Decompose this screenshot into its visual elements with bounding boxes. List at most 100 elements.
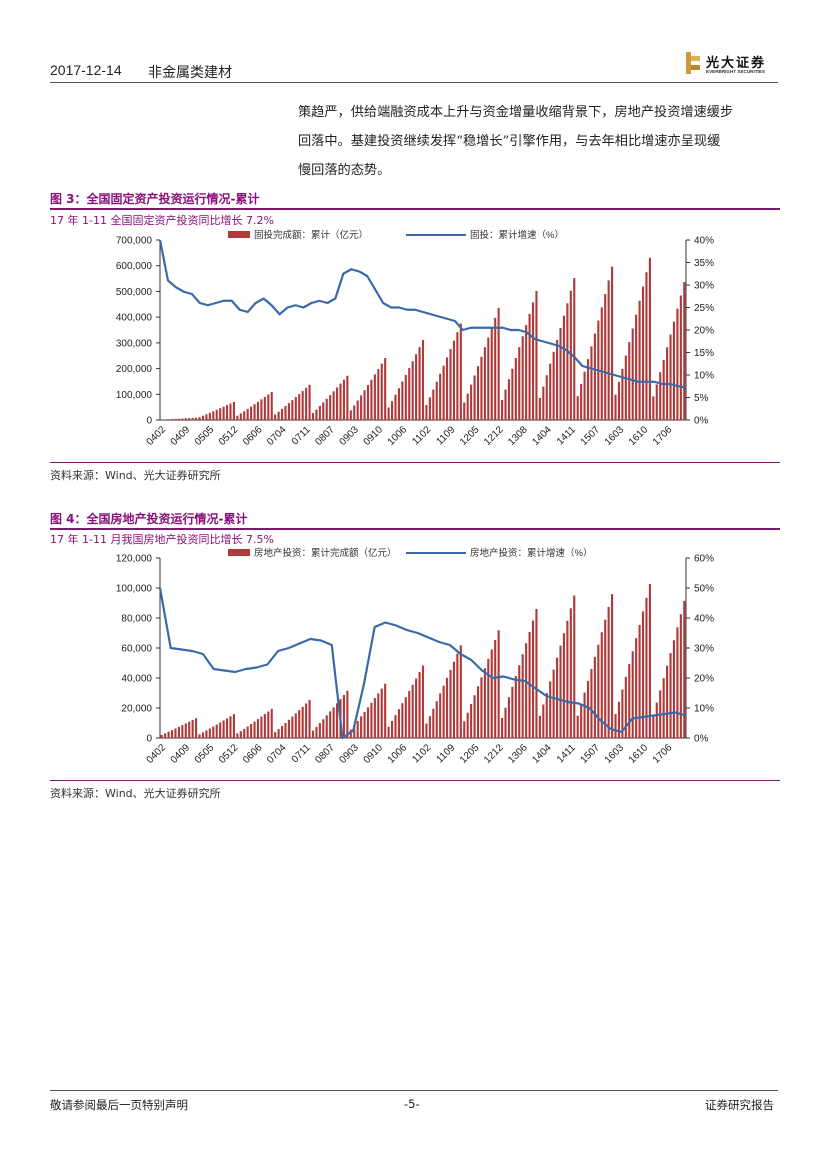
right-tick-label: 40% (694, 236, 714, 247)
bar (239, 731, 242, 738)
bar (222, 406, 225, 420)
bar (260, 716, 263, 738)
bar (528, 313, 531, 420)
report-sector: 非金属类建材 (148, 65, 232, 81)
bar (366, 385, 370, 420)
bar (167, 419, 170, 420)
figure4-title: 图 4：全国房地产投资运行情况-累计 (50, 512, 248, 526)
bar (270, 391, 273, 420)
bar (576, 715, 579, 738)
bar (212, 411, 215, 420)
bar (363, 390, 366, 420)
growth-line (158, 587, 687, 740)
bar (631, 328, 634, 420)
bar (562, 633, 566, 738)
bar (335, 387, 339, 420)
bar (329, 395, 332, 420)
x-tick-label: 0402 (145, 424, 169, 448)
bar (188, 418, 191, 420)
x-tick-label: 1006 (386, 424, 410, 448)
bar (483, 347, 486, 420)
bar (277, 411, 280, 420)
bar (573, 595, 576, 738)
bar (408, 690, 411, 738)
bar (662, 359, 665, 420)
company-logo: 光大证券 EVERBRIGHT SECURITIES (686, 52, 778, 78)
bar (253, 404, 256, 420)
bar (294, 397, 297, 420)
bar (342, 379, 345, 420)
bar (518, 347, 521, 420)
bar (339, 383, 342, 420)
bar (507, 379, 511, 420)
bar (174, 728, 177, 738)
bar (607, 607, 610, 738)
bar (232, 714, 235, 738)
x-tick-label: 0409 (169, 424, 193, 448)
bar (442, 685, 445, 738)
bar (325, 398, 328, 420)
x-tick-label: 1109 (434, 424, 457, 447)
bar (219, 408, 222, 420)
bar (215, 724, 218, 738)
left-tick-label: 100,000 (116, 390, 153, 401)
bar (435, 381, 438, 420)
bar (311, 730, 315, 738)
bar (356, 400, 359, 420)
logo-text-cn: 光大证券 (706, 56, 767, 71)
bar (394, 394, 397, 420)
x-tick-label: 0505 (193, 742, 217, 766)
bar (449, 669, 452, 738)
figure3-top-rule (50, 208, 780, 210)
bar (497, 307, 500, 420)
bar (635, 638, 638, 738)
bar (250, 406, 253, 420)
left-tick-label: 700,000 (116, 236, 153, 247)
x-tick-label: 1411 (555, 742, 578, 765)
bar (397, 709, 400, 738)
bar (559, 327, 562, 420)
bar (239, 413, 242, 420)
bar (243, 411, 246, 420)
left-tick-label: 80,000 (121, 614, 152, 625)
bar (250, 724, 253, 738)
bar (294, 713, 297, 738)
bar (614, 394, 617, 420)
bar (360, 395, 363, 420)
x-tick-label: 0711 (290, 742, 313, 765)
bar (346, 375, 349, 420)
x-tick-label: 1610 (627, 742, 651, 766)
bar (335, 703, 339, 738)
bar (666, 665, 669, 738)
bar (329, 711, 332, 738)
bar (676, 308, 679, 420)
bar (683, 282, 686, 420)
bar (521, 654, 524, 738)
bar (291, 400, 294, 420)
bar (270, 708, 273, 738)
x-tick-label: 0903 (337, 742, 361, 766)
bar (470, 384, 473, 420)
bar (243, 728, 246, 738)
right-tick-label: 35% (694, 258, 714, 269)
bar (586, 680, 590, 738)
bar (562, 315, 566, 420)
bar (181, 725, 184, 738)
bar (628, 342, 631, 420)
bar (504, 707, 507, 738)
bar (611, 594, 614, 738)
bar (184, 418, 187, 420)
bar (256, 719, 260, 738)
bar (263, 396, 266, 420)
bar (370, 379, 373, 420)
bar (404, 697, 407, 738)
right-tick-label: 0% (694, 734, 709, 745)
x-tick-label: 1212 (482, 424, 506, 448)
x-tick-label: 0512 (217, 424, 241, 448)
bar (545, 375, 548, 420)
bar (511, 368, 514, 420)
bar (583, 692, 586, 738)
bar (638, 624, 641, 738)
bar (480, 356, 483, 420)
bar (645, 597, 648, 738)
